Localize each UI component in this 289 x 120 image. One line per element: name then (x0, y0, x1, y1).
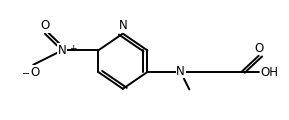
Text: N: N (176, 65, 185, 78)
Text: O: O (40, 19, 49, 32)
Text: O: O (30, 66, 39, 79)
Text: OH: OH (260, 66, 278, 78)
Text: +: + (69, 45, 77, 54)
Text: −: − (22, 69, 30, 79)
Text: N: N (118, 19, 127, 32)
Text: O: O (254, 42, 263, 55)
Text: N: N (58, 44, 66, 57)
